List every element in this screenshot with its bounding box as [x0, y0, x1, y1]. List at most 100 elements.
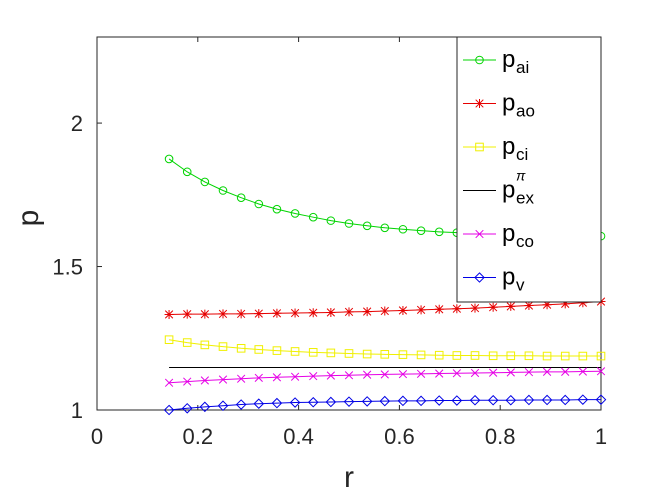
- data-point: [595, 394, 607, 405]
- data-point: [164, 309, 174, 319]
- y-tick-label: 1: [71, 398, 83, 423]
- data-point: [236, 309, 246, 319]
- legend-label: pv: [502, 264, 525, 295]
- x-axis-label: r: [344, 461, 354, 494]
- data-point: [433, 395, 445, 406]
- data-point: [488, 351, 498, 361]
- data-point: [470, 351, 480, 360]
- data-point: [289, 397, 301, 408]
- data-point: [164, 378, 174, 387]
- series-line-ci: [168, 339, 601, 357]
- legend-label: pai: [502, 46, 529, 77]
- legend-marker: [475, 55, 484, 65]
- data-point: [235, 399, 247, 410]
- data-point: [236, 193, 246, 202]
- data-point: [398, 224, 408, 234]
- data-point: [506, 301, 516, 311]
- data-point: [164, 335, 174, 345]
- data-point: [290, 209, 300, 218]
- data-point: [362, 221, 372, 231]
- x-tick-label: 0.8: [485, 424, 516, 449]
- legend-entry-ai: pai: [463, 46, 529, 77]
- data-point: [596, 351, 606, 361]
- legend: pai pao pci pπ ex pco pv: [456, 36, 602, 303]
- data-point: [434, 350, 444, 360]
- data-point: [200, 340, 210, 350]
- data-point: [397, 395, 409, 407]
- data-point: [380, 306, 390, 316]
- data-point: [271, 397, 283, 409]
- data-point: [326, 348, 336, 358]
- series-p-v: [163, 394, 607, 416]
- legend-label: pco: [502, 220, 534, 251]
- data-point: [380, 223, 390, 233]
- data-point: [200, 309, 210, 319]
- data-point: [183, 377, 192, 386]
- data-point: [200, 177, 210, 187]
- legend-box: [456, 36, 602, 303]
- y-tick-label: 2: [71, 111, 83, 136]
- data-point: [488, 302, 498, 312]
- data-point: [362, 349, 372, 359]
- data-point: [307, 396, 319, 408]
- data-point: [343, 396, 355, 407]
- x-tick-label: 0.4: [283, 424, 314, 449]
- data-point: [253, 398, 265, 409]
- data-point: [415, 395, 427, 407]
- data-point: [524, 351, 534, 361]
- data-point: [560, 351, 570, 361]
- legend-entry-v: pv: [463, 264, 525, 295]
- data-point: [559, 394, 571, 406]
- data-point: [272, 373, 282, 382]
- legend-marker: [475, 99, 484, 108]
- data-point: [272, 204, 282, 214]
- data-point: [416, 369, 426, 379]
- data-point: [308, 308, 318, 318]
- data-point: [578, 298, 588, 308]
- data-point: [236, 374, 246, 383]
- data-point: [542, 300, 552, 310]
- data-point: [487, 394, 499, 406]
- legend-entry-ci: pci: [463, 133, 528, 164]
- data-point: [290, 372, 300, 381]
- data-point: [182, 338, 192, 347]
- data-point: [254, 199, 264, 209]
- data-point: [561, 367, 570, 376]
- data-point: [416, 305, 426, 315]
- data-point: [218, 342, 228, 351]
- data-point: [344, 219, 354, 228]
- data-point: [380, 350, 390, 359]
- data-point: [344, 307, 354, 317]
- data-point: [309, 371, 318, 381]
- data-point: [217, 400, 229, 412]
- data-point: [524, 367, 534, 377]
- data-point: [163, 404, 175, 416]
- data-point: [290, 308, 300, 318]
- data-point: [325, 396, 337, 408]
- axis-ticks: 0 0.2 0.4 0.6 0.8 1 1 1.5 2: [52, 37, 607, 449]
- data-point: [398, 369, 408, 379]
- data-point: [164, 154, 174, 164]
- data-point: [470, 303, 480, 313]
- data-point: [308, 348, 318, 357]
- y-tick-label: 1.5: [52, 255, 83, 280]
- x-tick-label: 1: [595, 424, 607, 449]
- data-point: [435, 369, 444, 378]
- data-point: [182, 167, 192, 177]
- legend-marker: [474, 272, 485, 283]
- x-tick-label: 0.2: [183, 424, 214, 449]
- data-point: [416, 226, 426, 235]
- data-point: [254, 309, 264, 319]
- data-point: [505, 394, 517, 406]
- data-point: [182, 309, 192, 319]
- legend-marker: [475, 142, 484, 152]
- data-point: [272, 308, 282, 318]
- data-point: [361, 396, 373, 407]
- legend-label: pπ ex: [502, 168, 534, 208]
- data-point: [452, 369, 462, 378]
- legend-label: pao: [502, 90, 535, 121]
- data-point: [542, 351, 552, 361]
- data-point: [542, 367, 552, 376]
- data-point: [470, 368, 480, 378]
- data-point: [506, 368, 515, 377]
